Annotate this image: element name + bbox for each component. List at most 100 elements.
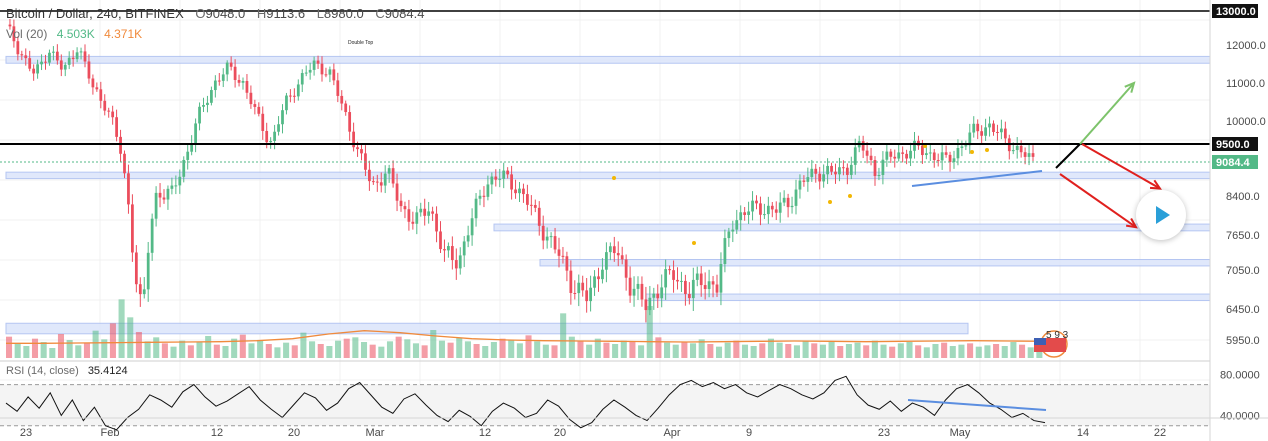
- volume-bar: [326, 346, 333, 358]
- volume-bar: [560, 313, 567, 358]
- candle-body: [178, 176, 182, 186]
- volume-bar: [23, 346, 30, 358]
- candle-body: [202, 105, 205, 107]
- volume-bar: [672, 344, 679, 358]
- candle-body: [296, 84, 300, 97]
- volume-bar: [343, 338, 350, 358]
- candle-body: [257, 106, 261, 114]
- volume-bar: [508, 340, 515, 358]
- candle-body: [687, 294, 691, 299]
- candle-body: [703, 285, 707, 290]
- candle-body: [960, 146, 964, 149]
- price-label-box: [1212, 155, 1258, 169]
- bearish-projection-arrow-2-head: [1125, 217, 1138, 229]
- candle-body: [233, 66, 237, 80]
- candle-body: [644, 299, 648, 311]
- candle-body: [190, 144, 194, 152]
- candle-body: [217, 80, 221, 82]
- candle-body: [585, 290, 589, 302]
- candle-body: [12, 26, 16, 42]
- candle-body: [992, 123, 995, 132]
- volume-bar: [360, 342, 368, 358]
- price-tick-label: 12000.0: [1226, 40, 1266, 52]
- candle-body: [336, 80, 340, 96]
- flag-label: 5 9 3: [1046, 330, 1069, 341]
- price-tick-label: 7650.0: [1226, 230, 1260, 242]
- candle-body: [498, 178, 502, 180]
- candle-body: [399, 200, 403, 207]
- volume-bar: [811, 343, 818, 358]
- bearish-projection-arrow-head: [1149, 179, 1162, 190]
- replay-play-button[interactable]: [1136, 190, 1186, 240]
- candle-body: [763, 214, 766, 216]
- candle-body: [131, 204, 134, 253]
- candle-body: [838, 167, 841, 175]
- candle-body: [672, 270, 675, 280]
- volume-legend: Vol (20) 4.503K 4.371K: [6, 27, 142, 41]
- volume-bar: [92, 330, 99, 358]
- candle-body: [237, 79, 241, 83]
- candle-body: [944, 152, 948, 155]
- candle-body: [44, 61, 47, 63]
- candle-body: [174, 185, 178, 187]
- volume-bar: [958, 344, 965, 358]
- candle-body: [316, 60, 320, 64]
- volume-bar: [456, 338, 463, 358]
- candle-body: [668, 269, 671, 271]
- candle-body: [16, 41, 20, 55]
- time-tick-label: 23: [878, 427, 890, 439]
- zone: [539, 259, 1211, 267]
- candle-body: [984, 127, 987, 136]
- price-label: 9500.0: [1216, 139, 1250, 151]
- volume-bar: [915, 345, 922, 358]
- volume-bar: [161, 343, 168, 358]
- candle-body: [853, 147, 857, 165]
- candle-body: [905, 153, 908, 159]
- candle-body: [486, 184, 490, 197]
- candle-body: [75, 52, 79, 60]
- volume-bar: [629, 342, 636, 358]
- volume-label[interactable]: Vol (20): [6, 27, 48, 41]
- volume-bar: [1019, 344, 1026, 358]
- candle-body: [466, 235, 470, 242]
- volume-bar: [906, 342, 913, 358]
- candle-body: [352, 131, 355, 148]
- candle-body: [849, 164, 853, 175]
- rsi-label[interactable]: RSI (14, close): [6, 365, 79, 377]
- candle-body: [711, 281, 715, 285]
- candle-body: [676, 279, 679, 282]
- rsi-tick-label: 40.0000: [1220, 410, 1260, 422]
- candle-body: [529, 204, 533, 206]
- candle-body: [99, 89, 103, 101]
- candle-body: [877, 175, 881, 177]
- candle-body: [976, 123, 980, 132]
- candle-body: [924, 153, 928, 156]
- bullish-projection-arrow-head: [1124, 81, 1136, 93]
- candle-body: [395, 183, 399, 201]
- volume-value-1: 4.503K: [56, 27, 95, 41]
- candle-body: [127, 173, 130, 205]
- volume-bar: [776, 342, 783, 358]
- signal-dot: [970, 150, 974, 154]
- candle-body: [182, 159, 186, 177]
- candle-body: [940, 152, 944, 161]
- volume-bar: [1001, 346, 1008, 358]
- volume-bar: [638, 345, 645, 358]
- candle-body: [344, 103, 348, 113]
- volume-bar: [369, 344, 376, 358]
- candle-body: [928, 152, 932, 154]
- volume-bar: [464, 341, 471, 358]
- candle-body: [269, 140, 273, 143]
- volume-bar: [871, 340, 878, 358]
- candle-body: [300, 73, 304, 85]
- candle-body: [55, 51, 59, 61]
- volume-bar: [863, 345, 870, 358]
- candle-body: [415, 212, 419, 224]
- candle-body: [818, 173, 822, 182]
- candle-body: [134, 252, 138, 285]
- symbol-title[interactable]: Bitcoin / Dollar, 240, BITFINEX: [6, 6, 184, 21]
- time-tick-label: 23: [20, 427, 32, 439]
- candle-body: [63, 64, 67, 70]
- candle-body: [873, 160, 877, 177]
